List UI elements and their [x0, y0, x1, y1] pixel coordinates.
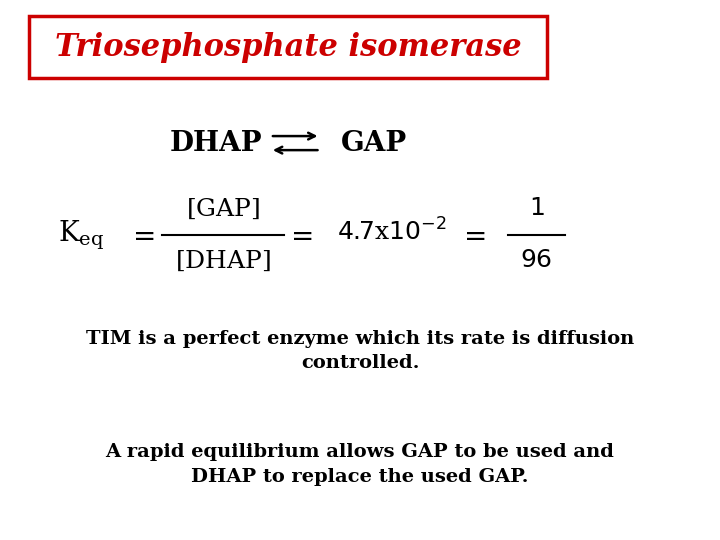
Text: DHAP: DHAP [170, 130, 262, 157]
Text: $=$: $=$ [458, 221, 485, 249]
Text: GAP: GAP [341, 130, 408, 157]
FancyBboxPatch shape [29, 16, 547, 78]
Text: TIM is a perfect enzyme which its rate is diffusion
controlled.: TIM is a perfect enzyme which its rate i… [86, 329, 634, 373]
Text: $=$: $=$ [285, 221, 312, 249]
Text: A rapid equilibrium allows GAP to be used and
DHAP to replace the used GAP.: A rapid equilibrium allows GAP to be use… [106, 443, 614, 486]
Text: $=$: $=$ [127, 221, 154, 249]
Text: $1$: $1$ [528, 198, 544, 220]
Text: $\mathregular{K_{eq}}$: $\mathregular{K_{eq}}$ [58, 218, 104, 252]
Text: $96$: $96$ [521, 249, 552, 272]
Text: Triosephosphate isomerase: Triosephosphate isomerase [55, 32, 521, 63]
Text: $\mathregular{[GAP]}$: $\mathregular{[GAP]}$ [186, 197, 261, 221]
Text: $\mathregular{[DHAP]}$: $\mathregular{[DHAP]}$ [175, 248, 271, 273]
Text: $4.7\mathregular{x}10^{-2}$: $4.7\mathregular{x}10^{-2}$ [338, 219, 447, 246]
